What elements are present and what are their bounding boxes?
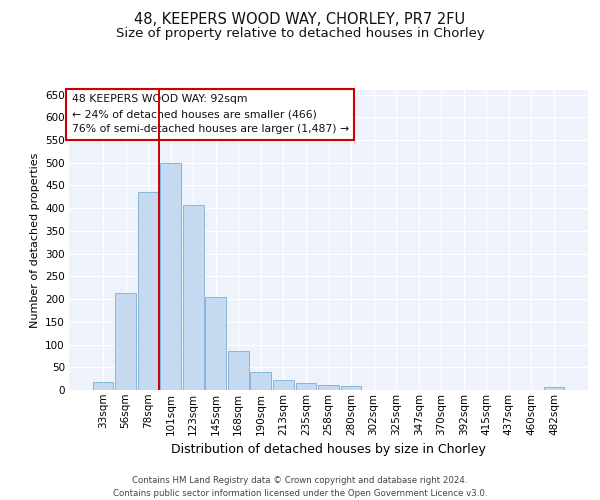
Bar: [183, 205, 203, 390]
Bar: [160, 162, 181, 390]
Bar: [250, 372, 271, 390]
Bar: [228, 352, 248, 390]
Bar: [296, 382, 316, 390]
Text: 48, KEEPERS WOOD WAY, CHORLEY, PR7 2FU: 48, KEEPERS WOOD WAY, CHORLEY, PR7 2FU: [134, 12, 466, 28]
X-axis label: Distribution of detached houses by size in Chorley: Distribution of detached houses by size …: [171, 443, 486, 456]
Bar: [92, 382, 113, 390]
Bar: [273, 380, 294, 390]
Text: 48 KEEPERS WOOD WAY: 92sqm
← 24% of detached houses are smaller (466)
76% of sem: 48 KEEPERS WOOD WAY: 92sqm ← 24% of deta…: [71, 94, 349, 134]
Bar: [137, 192, 158, 390]
Bar: [318, 384, 339, 390]
Text: Contains HM Land Registry data © Crown copyright and database right 2024.
Contai: Contains HM Land Registry data © Crown c…: [113, 476, 487, 498]
Text: Size of property relative to detached houses in Chorley: Size of property relative to detached ho…: [116, 28, 484, 40]
Bar: [115, 293, 136, 390]
Bar: [341, 386, 361, 390]
Bar: [544, 388, 565, 390]
Bar: [205, 297, 226, 390]
Y-axis label: Number of detached properties: Number of detached properties: [29, 152, 40, 328]
